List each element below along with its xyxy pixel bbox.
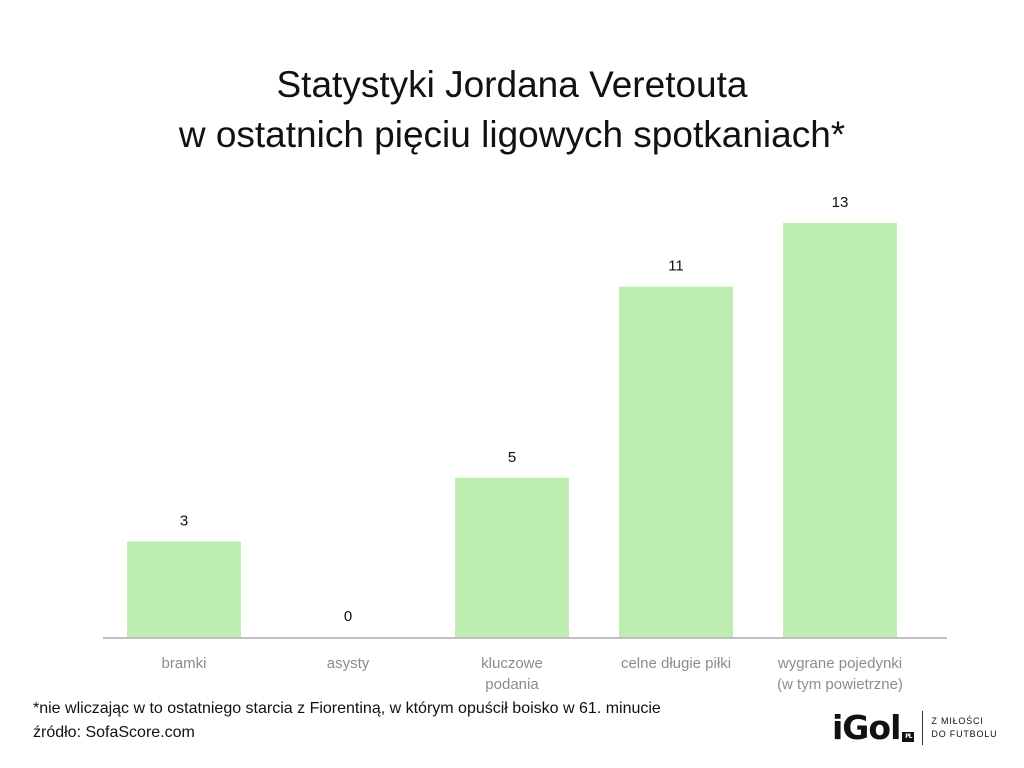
bar-2 [455,477,569,637]
logo-divider [922,711,924,745]
source-note: źródło: SofaScore.com [33,724,195,741]
bar-3 [619,286,733,637]
chart-title-line-2: w ostatnich pięciu ligowych spotkaniach* [178,114,846,155]
category-label-4-line-1: wygrane pojedynki [777,655,902,672]
bar-0 [127,541,241,637]
logo-pl-badge: PL [902,732,915,742]
igol-logo: iGol PL Z MIŁOŚCI DO FUTBOLU [832,708,997,748]
chart-title-line-1: Statystyki Jordana Veretouta [276,64,748,105]
value-label-4: 13 [832,194,849,211]
category-label-0: bramki [161,655,206,672]
logo-tagline: Z MIŁOŚCI DO FUTBOLU [931,715,997,741]
logo-tagline-line-2: DO FUTBOLU [931,729,998,739]
value-label-1: 0 [344,608,352,625]
logo-wordmark: iGol PL [832,708,915,747]
category-label-2-line-2: podania [485,676,539,693]
value-label-3: 11 [668,258,684,275]
value-label-0: 3 [180,512,188,529]
category-label-3: celne długie piłki [621,655,731,672]
category-label-2-line-1: kluczowe [481,655,543,672]
category-label-4-line-2: (w tym powietrzne) [777,676,903,693]
logo-wordmark-text: iGol [832,708,901,747]
footnote: *nie wliczając w to ostatniego starcia z… [33,700,661,717]
bar-4 [783,223,897,637]
logo-tagline-line-1: Z MIŁOŚCI [931,716,984,726]
value-label-2: 5 [508,449,516,466]
category-label-1: asysty [327,655,370,672]
